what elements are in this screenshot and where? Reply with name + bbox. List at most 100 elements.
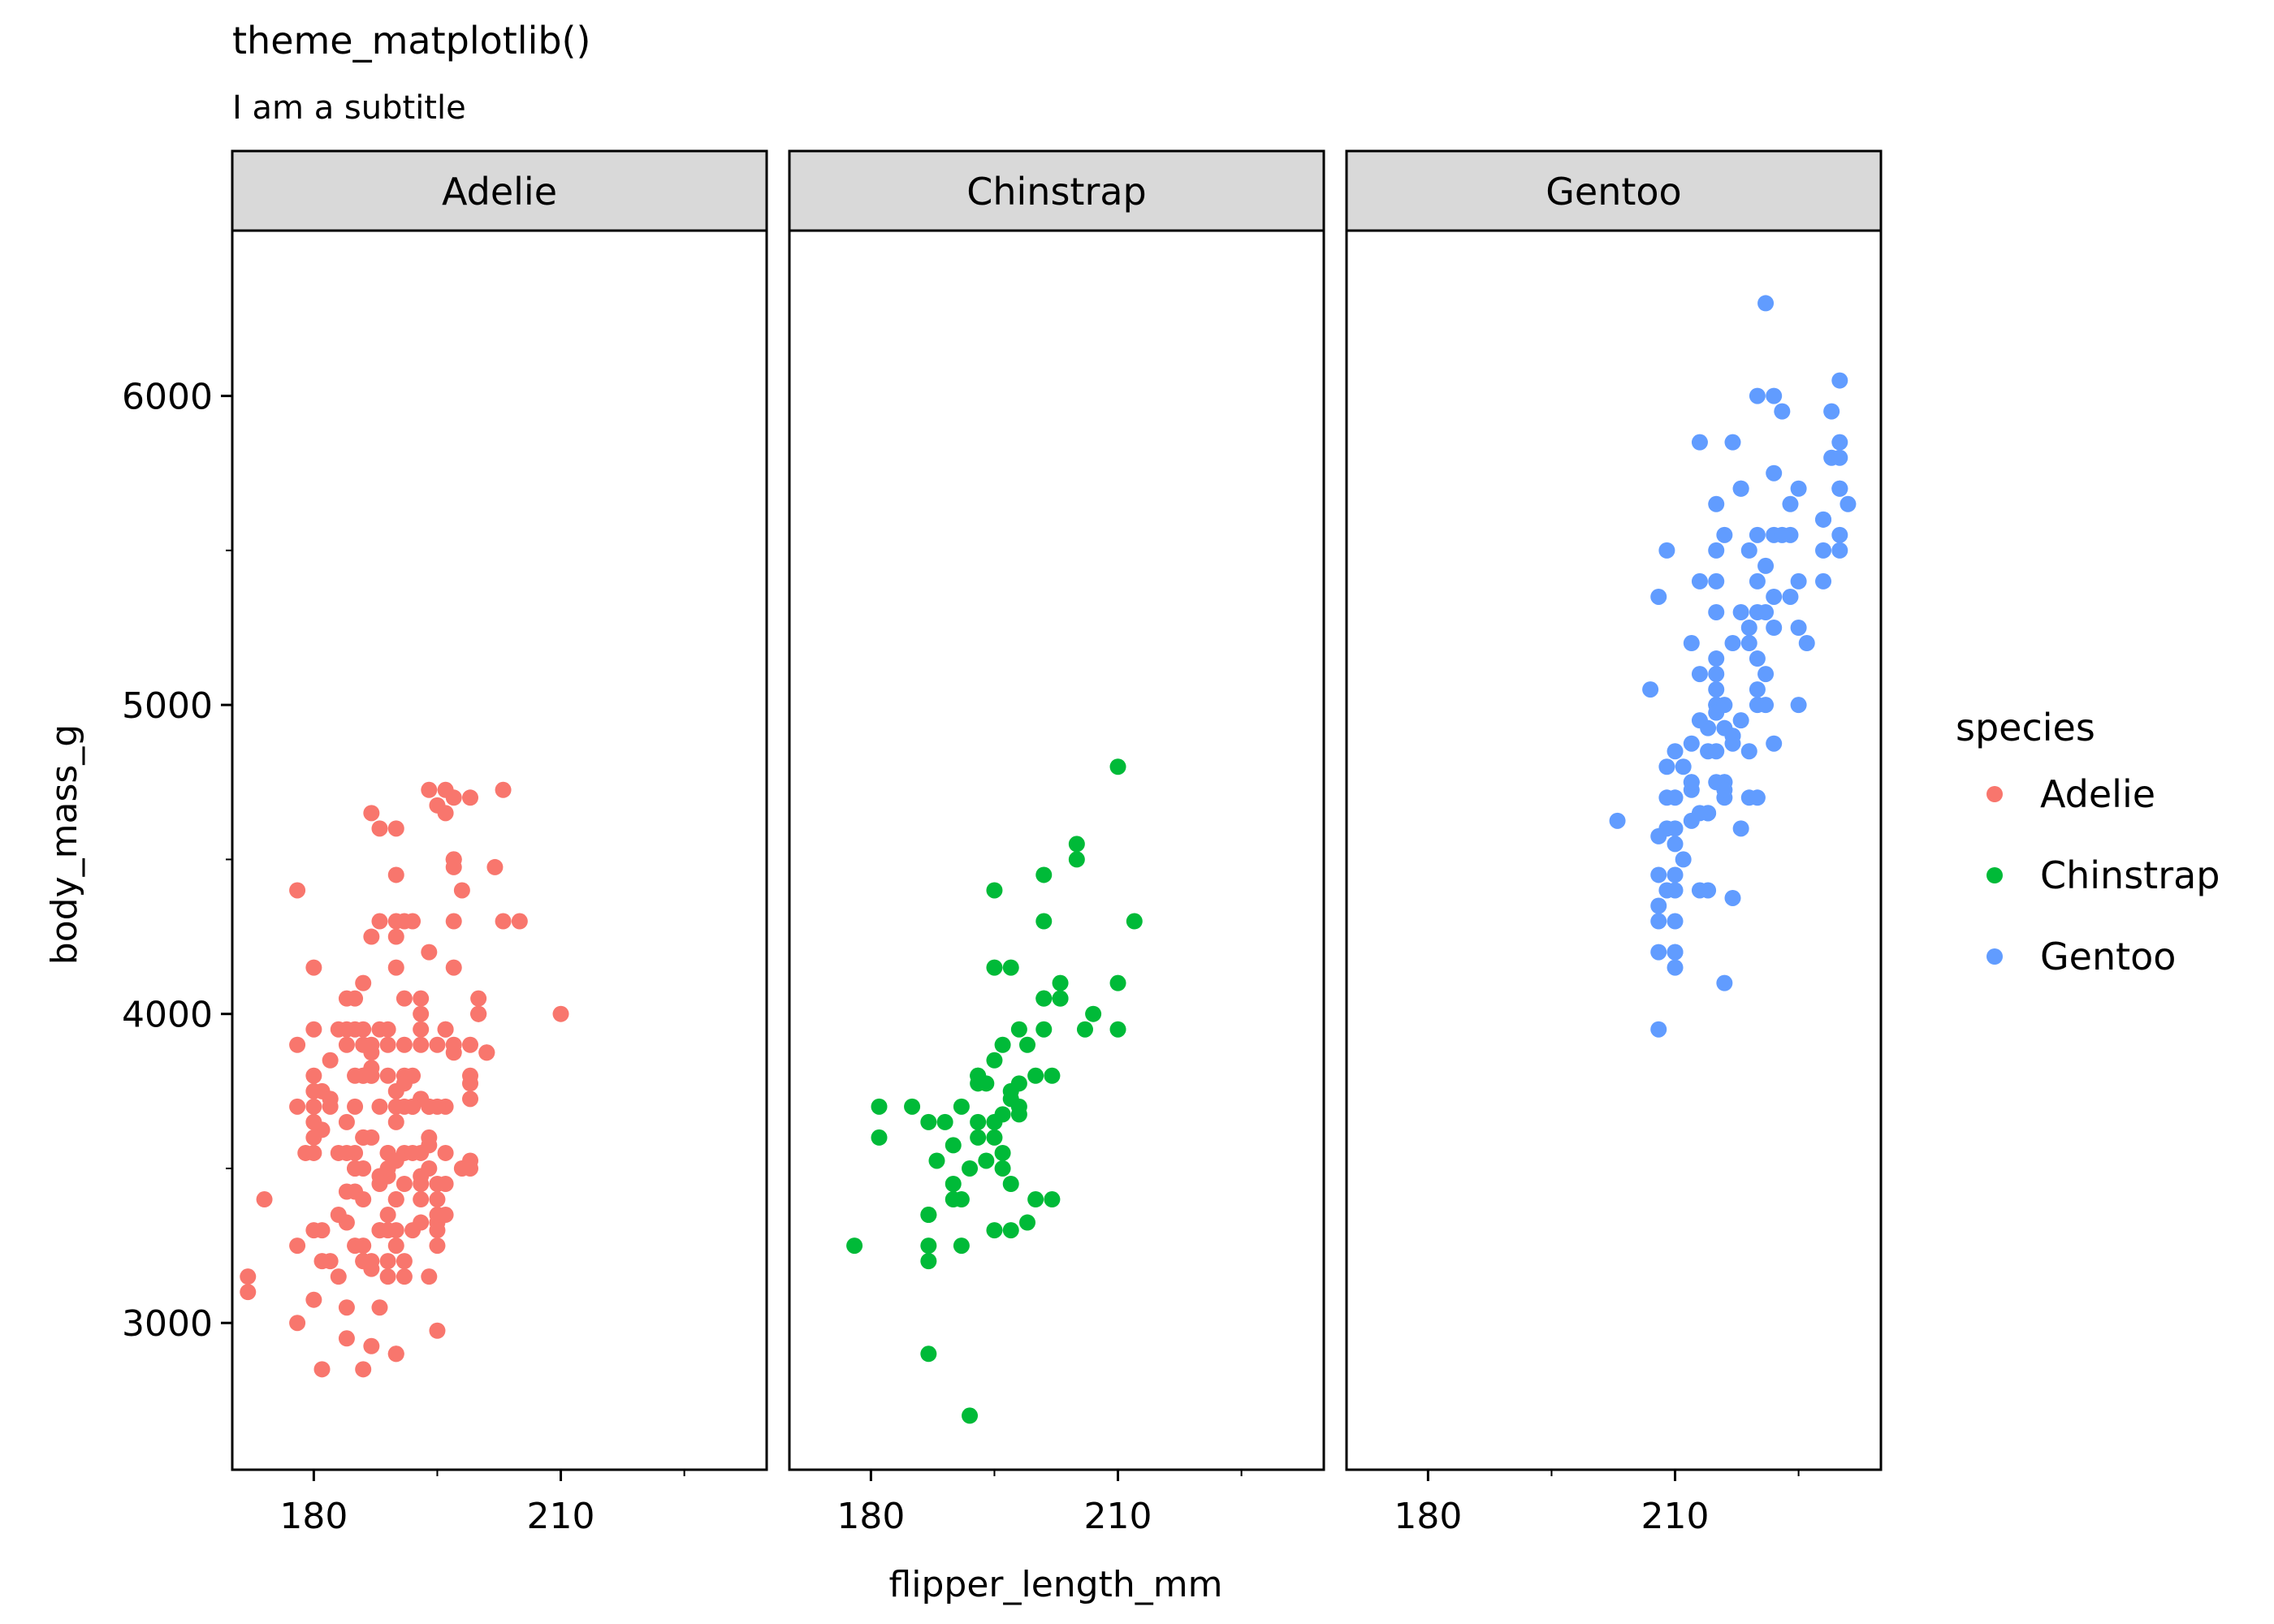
data-point-adelie [305, 1067, 322, 1084]
data-point-chinstrap [1027, 1191, 1044, 1208]
data-point-gentoo [1667, 789, 1684, 806]
data-point-adelie [355, 1036, 372, 1053]
data-point-chinstrap [920, 1207, 937, 1224]
data-point-chinstrap [1035, 913, 1053, 930]
x-tick-label: 180 [1394, 1496, 1462, 1537]
data-point-adelie [421, 1160, 438, 1177]
data-point-chinstrap [953, 1237, 970, 1255]
data-point-adelie [413, 1021, 430, 1038]
data-point-adelie [363, 1337, 380, 1354]
data-point-chinstrap [994, 1144, 1011, 1161]
data-point-adelie [305, 1021, 322, 1038]
plot-panel-gentoo [1345, 229, 1883, 1471]
data-point-gentoo [1740, 743, 1757, 760]
data-point-chinstrap [986, 1113, 1003, 1130]
data-point-chinstrap [994, 1036, 1011, 1053]
data-point-gentoo [1724, 889, 1741, 906]
data-point-gentoo [1708, 666, 1725, 683]
data-point-chinstrap [1109, 974, 1126, 991]
data-point-chinstrap [1052, 990, 1069, 1007]
data-point-gentoo [1691, 434, 1708, 451]
data-point-gentoo [1658, 758, 1675, 775]
facet-panel-chinstrap: Chinstrap 180 210 [788, 149, 1325, 1537]
data-point-adelie [379, 1207, 396, 1224]
data-point-adelie [330, 1268, 347, 1285]
facet-strip-label-chinstrap: Chinstrap [966, 170, 1147, 214]
data-point-adelie [387, 1345, 404, 1363]
data-point-adelie [429, 1036, 446, 1053]
data-point-chinstrap [1068, 851, 1085, 868]
data-point-chinstrap [1035, 1021, 1053, 1038]
data-point-gentoo [1683, 774, 1700, 791]
data-point-chinstrap [1109, 1021, 1126, 1038]
legend-label-gentoo: Gentoo [2040, 935, 2176, 978]
data-point-gentoo [1650, 944, 1667, 961]
data-point-gentoo [1667, 944, 1684, 961]
data-point-adelie [421, 1098, 438, 1115]
data-point-adelie [355, 1253, 372, 1270]
data-point-gentoo [1774, 526, 1791, 543]
data-point-chinstrap [945, 1175, 962, 1192]
data-point-chinstrap [970, 1075, 987, 1092]
data-point-gentoo [1732, 603, 1749, 620]
data-point-chinstrap [1085, 1005, 1102, 1022]
data-point-adelie [289, 1098, 306, 1115]
data-point-gentoo [1658, 542, 1675, 559]
data-point-adelie [413, 1005, 430, 1022]
data-point-adelie [462, 1036, 479, 1053]
data-point-adelie [421, 944, 438, 961]
data-point-chinstrap [986, 959, 1003, 976]
data-point-gentoo [1732, 480, 1749, 497]
data-point-adelie [421, 1268, 438, 1285]
data-point-gentoo [1749, 572, 1766, 590]
data-point-chinstrap [1002, 1175, 1019, 1192]
data-point-gentoo [1831, 434, 1848, 451]
data-point-chinstrap [871, 1129, 888, 1146]
data-point-adelie [387, 820, 404, 837]
data-point-gentoo [1757, 697, 1775, 714]
data-point-adelie [387, 1152, 404, 1169]
data-point-adelie [363, 928, 380, 945]
data-point-gentoo [1691, 572, 1708, 590]
data-point-adelie [396, 1253, 413, 1270]
data-point-gentoo [1831, 526, 1848, 543]
data-point-gentoo [1757, 557, 1775, 574]
data-point-adelie [421, 1137, 438, 1154]
data-point-gentoo [1815, 511, 1832, 528]
data-point-chinstrap [936, 1113, 953, 1130]
data-point-gentoo [1667, 866, 1684, 883]
data-point-adelie [429, 1322, 446, 1339]
y-tick-label: 3000 [122, 1303, 213, 1345]
data-point-adelie [437, 1175, 454, 1192]
legend-marker-gentoo [1987, 948, 2003, 965]
y-tick-label: 5000 [122, 685, 213, 727]
data-point-adelie [338, 1113, 355, 1130]
facet-strip-label-adelie: Adelie [442, 170, 557, 214]
data-point-gentoo [1716, 526, 1733, 543]
data-point-adelie [421, 781, 438, 798]
data-point-adelie [289, 882, 306, 899]
data-point-adelie [453, 882, 470, 899]
data-point-gentoo [1790, 480, 1807, 497]
data-point-adelie [462, 1091, 479, 1108]
x-tick-label: 210 [1084, 1496, 1152, 1537]
data-point-gentoo [1766, 387, 1783, 404]
data-point-gentoo [1740, 620, 1757, 637]
data-point-gentoo [1749, 526, 1766, 543]
chart-title: theme_matplotlib() [232, 19, 590, 63]
data-point-adelie [363, 805, 380, 822]
legend-item-gentoo: Gentoo [1987, 935, 2176, 978]
data-point-gentoo [1700, 882, 1717, 899]
data-point-gentoo [1716, 781, 1733, 798]
data-point-adelie [338, 1036, 355, 1053]
data-point-chinstrap [920, 1253, 937, 1270]
data-point-adelie [387, 959, 404, 976]
data-point-gentoo [1650, 588, 1667, 605]
data-point-gentoo [1815, 572, 1832, 590]
data-point-adelie [347, 1067, 364, 1084]
data-point-chinstrap [1010, 1021, 1027, 1038]
data-point-gentoo [1650, 913, 1667, 930]
x-tick-label: 210 [1641, 1496, 1710, 1537]
data-point-adelie [413, 1036, 430, 1053]
